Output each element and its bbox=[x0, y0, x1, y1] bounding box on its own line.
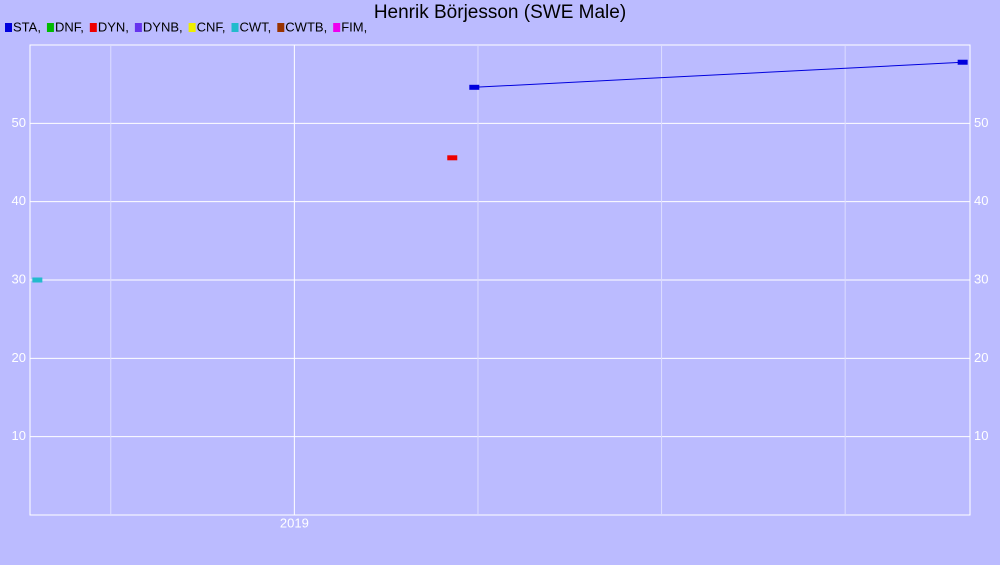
legend-label: CWT, bbox=[240, 19, 272, 34]
y2-tick-label: 30 bbox=[974, 271, 988, 286]
data-point bbox=[957, 59, 968, 65]
y-tick-label: 20 bbox=[12, 350, 26, 365]
legend-swatch bbox=[46, 23, 54, 32]
chart-title: Henrik Börjesson (SWE Male) bbox=[374, 2, 626, 23]
legend-swatch bbox=[333, 23, 341, 32]
y2-tick-label: 50 bbox=[974, 115, 988, 130]
y-tick-label: 40 bbox=[12, 193, 26, 208]
legend-label: CNF, bbox=[197, 19, 226, 34]
data-point bbox=[469, 84, 480, 90]
series-line bbox=[474, 61, 963, 88]
y-tick-label: 10 bbox=[12, 428, 26, 443]
legend-swatch bbox=[231, 23, 239, 32]
data-point bbox=[32, 277, 43, 283]
legend-swatch bbox=[188, 23, 196, 32]
legend-label: STA, bbox=[13, 19, 41, 34]
data-point bbox=[447, 155, 458, 161]
legend-swatch bbox=[5, 23, 12, 32]
y2-tick-label: 40 bbox=[974, 193, 988, 208]
x-tick-label: 2019 bbox=[280, 515, 309, 530]
legend-swatch bbox=[89, 23, 97, 32]
legend-swatch bbox=[134, 23, 142, 32]
y2-tick-label: 20 bbox=[974, 350, 988, 365]
legend-label: CWTB, bbox=[285, 19, 327, 34]
legend-label: FIM, bbox=[341, 19, 367, 34]
legend-swatch bbox=[277, 23, 285, 32]
y-tick-label: 30 bbox=[12, 271, 26, 286]
legend-label: DYNB, bbox=[143, 19, 183, 34]
legend-label: DYN, bbox=[98, 19, 129, 34]
y2-tick-label: 10 bbox=[974, 428, 988, 443]
y-tick-label: 50 bbox=[12, 115, 26, 130]
legend-label: DNF, bbox=[55, 19, 84, 34]
